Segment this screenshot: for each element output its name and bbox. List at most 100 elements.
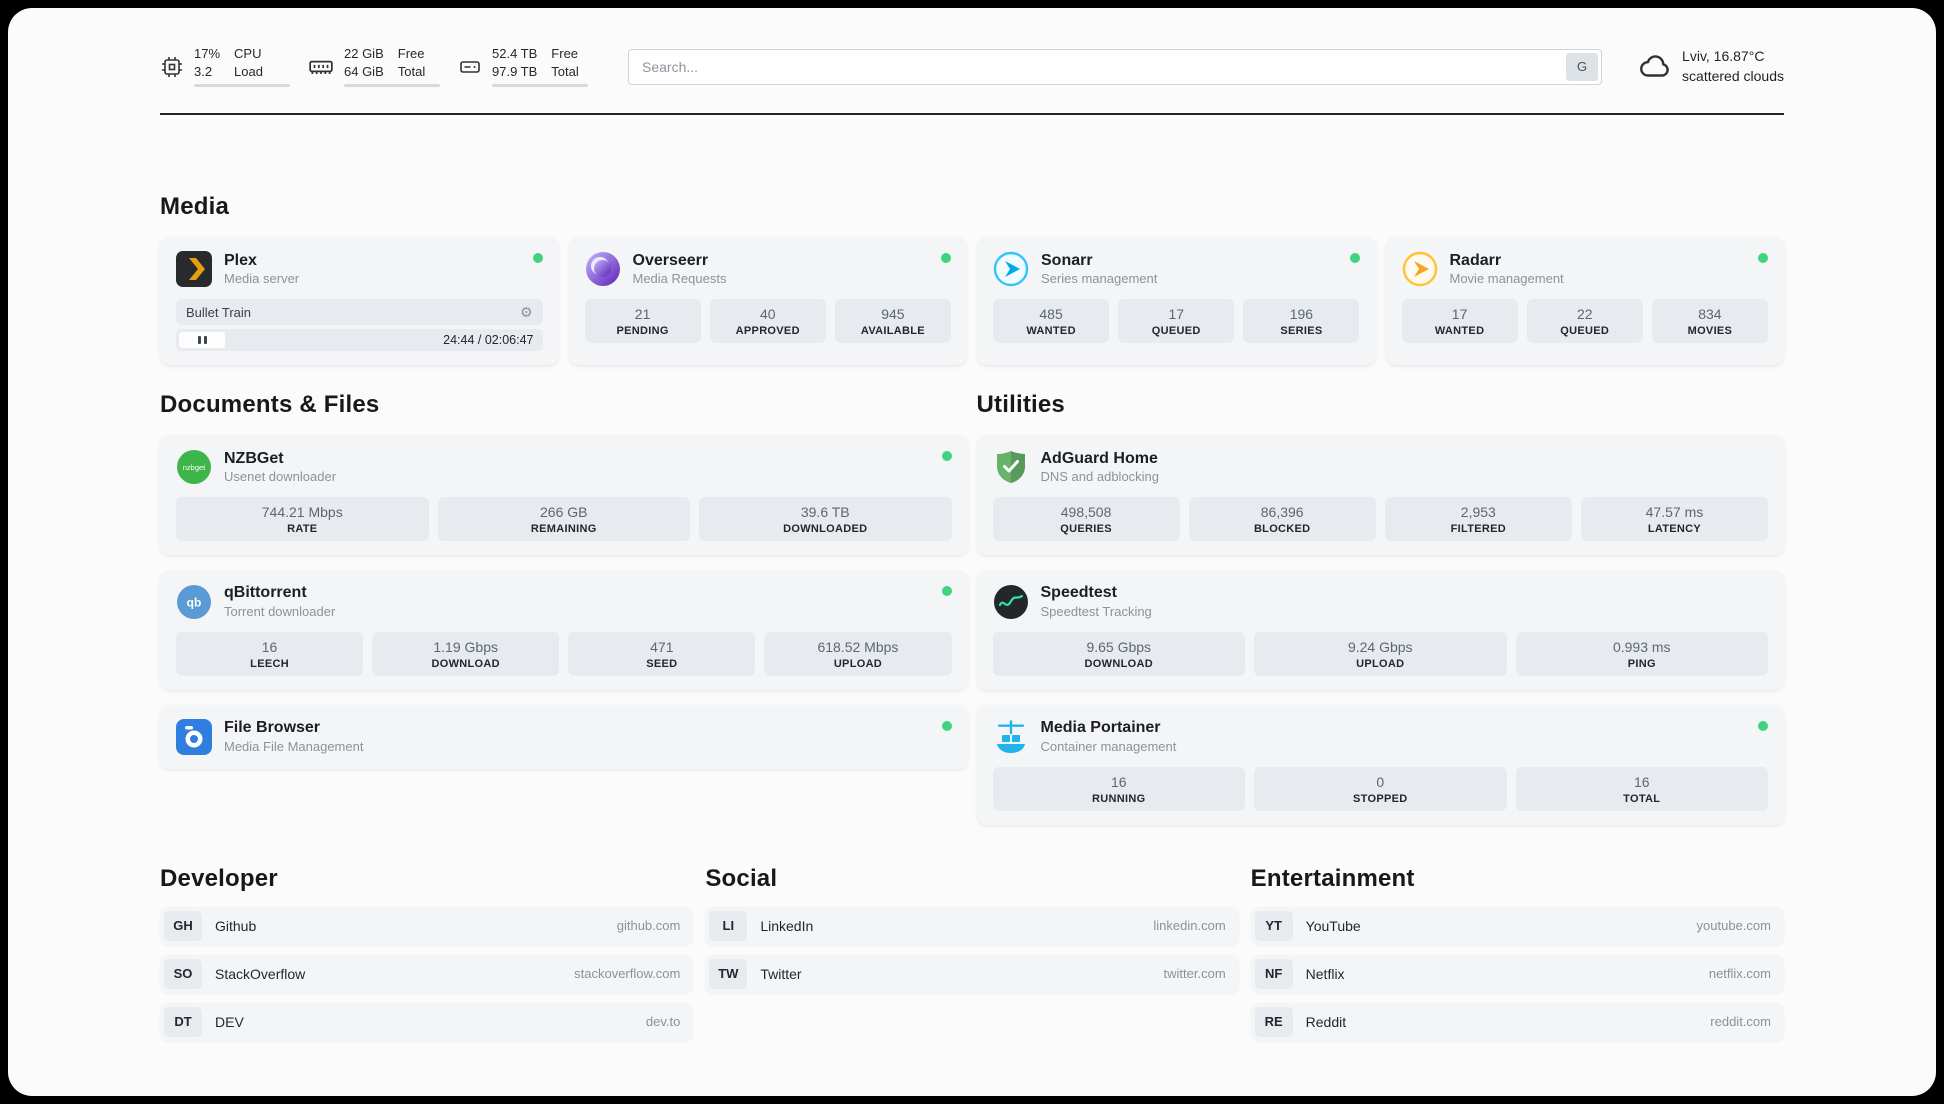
cloud-icon [1638,50,1672,84]
bookmark-url: netflix.com [1708,966,1771,982]
status-dot [1349,253,1360,264]
stat-label: TOTAL [1623,792,1661,805]
app-name: Sonarr [1041,251,1093,269]
disk-free: 52.4 TB [492,46,538,61]
search-bar: G [628,48,1603,85]
cpu-progress-track [194,84,290,88]
stat-value: 485 [1039,306,1063,323]
disk-progress-track [492,84,588,88]
app-name: Overseerr [632,251,709,269]
overseerr-card[interactable]: Overseerr Media Requests 21 PENDING 40 A… [568,237,967,366]
plex-card[interactable]: Plex Media server Bullet Train ⚙ 24:44 /… [160,237,559,366]
overseerr-icon [585,251,621,287]
portainer-card[interactable]: Media Portainer Container management 16 … [976,704,1784,825]
stat-rate: 744.21 Mbps RATE [176,497,429,541]
bookmark-name: DEV [215,1013,244,1030]
stat-upload: 9.24 Gbps UPLOAD [1254,631,1507,676]
search-engine-button[interactable]: G [1566,52,1599,81]
memory-total-label: Total [397,63,426,79]
playback-time: 24:44 / 02:06:47 [443,333,534,348]
speedtest-card[interactable]: Speedtest Speedtest Tracking 9.65 Gbps D… [976,569,1784,690]
bookmark-linkedin[interactable]: LI LinkedIn linkedin.com [705,906,1239,945]
stat-pending: 21 PENDING [584,299,701,343]
adguard-icon [993,449,1029,485]
adguard-card[interactable]: AdGuard Home DNS and adblocking 498,508 … [976,435,1784,555]
pause-button[interactable] [179,332,225,349]
app-name: File Browser [224,719,321,737]
stat-label: QUERIES [1060,522,1112,535]
bookmark-github[interactable]: GH Github github.com [160,906,694,945]
stat-label: DOWNLOAD [431,657,500,670]
stat-value: 86,396 [1260,504,1304,521]
bookmark-name: Netflix [1305,965,1345,982]
stat-label: SEED [646,657,678,670]
stat-value: 47.57 ms [1645,504,1704,521]
section-title-entertainment: Entertainment [1250,864,1415,892]
stat-label: BLOCKED [1253,522,1311,535]
status-dot [1758,253,1768,264]
bookmark-url: reddit.com [1710,1014,1771,1030]
app-name: Speedtest [1040,584,1117,602]
nzbget-card[interactable]: nzbget NZBGet Usenet downloader 744.21 M… [160,435,968,555]
memory-free: 22 GiB [344,46,384,61]
section-developer: Developer GH Github github.com SO StackO… [160,865,694,1041]
bookmark-youtube[interactable]: YT YouTube youtube.com [1250,906,1784,945]
gear-icon[interactable]: ⚙ [519,304,533,321]
app-desc: Series management [1041,270,1158,286]
sonarr-icon [993,251,1029,287]
dashboard-page: 17% 3.2 CPU Load [8,8,1936,1096]
stat-label: RUNNING [1092,792,1146,805]
bookmark-netflix[interactable]: NF Netflix netflix.com [1250,954,1784,993]
section-utilities: Utilities AdGuard Home DNS and adblockin… [976,391,1784,825]
stat-label: FILTERED [1450,522,1506,535]
stat-ping: 0.993 ms PING [1515,631,1768,676]
stat-queued: 22 QUEUED [1526,299,1643,343]
stat-label: PING [1627,657,1656,670]
cpu-label: CPU [234,46,262,61]
stat-seed: 471 SEED [568,631,756,676]
bookmark-url: github.com [616,918,681,934]
stat-label: UPLOAD [833,657,883,670]
stat-value: 16 [1110,773,1127,790]
filebrowser-card[interactable]: File Browser Media File Management [160,704,968,769]
bookmark-twitter[interactable]: TW Twitter twitter.com [705,954,1239,993]
bookmark-dev[interactable]: DT DEV dev.to [160,1002,694,1041]
stat-value: 9.24 Gbps [1347,638,1413,655]
section-title-media: Media [160,193,230,221]
app-desc: Torrent downloader [224,603,336,619]
stat-label: LEECH [250,657,289,670]
weather-widget: Lviv, 16.87°C scattered clouds [1638,48,1784,85]
radarr-card[interactable]: Radarr Movie management 17 WANTED 22 QUE… [1385,237,1784,366]
stat-label: APPROVED [735,324,800,337]
bookmark-url: stackoverflow.com [574,966,681,982]
disk-total-label: Total [551,63,579,79]
search-input[interactable] [628,48,1603,85]
stat-label: SERIES [1280,324,1323,337]
app-name: qBittorrent [224,584,307,602]
stat-value: 498,508 [1060,504,1112,521]
stat-value: 16 [1633,773,1650,790]
bookmark-stackoverflow[interactable]: SO StackOverflow stackoverflow.com [160,954,694,993]
bookmark-abbr: GH [164,910,202,941]
bookmark-url: linkedin.com [1153,918,1226,934]
stat-upload: 618.52 Mbps UPLOAD [764,631,952,676]
memory-progress-track [344,84,440,88]
sonarr-card[interactable]: Sonarr Series management 485 WANTED 17 Q… [977,237,1376,366]
app-desc: Media File Management [224,738,364,754]
bookmark-url: youtube.com [1696,918,1771,934]
stat-label: PENDING [616,324,669,337]
stat-remaining: 266 GB REMAINING [437,497,690,541]
stat-latency: 47.57 ms LATENCY [1580,497,1768,541]
stat-value: 0 [1376,773,1385,790]
stat-value: 2,953 [1460,504,1496,521]
qbittorrent-card[interactable]: qb qBittorrent Torrent downloader 16 LEE… [160,569,968,690]
plex-now-playing: Bullet Train ⚙ 24:44 / 02:06:47 [176,299,543,352]
stat-label: REMAINING [530,522,597,535]
bookmark-reddit[interactable]: RE Reddit reddit.com [1250,1002,1784,1041]
svg-text:nzbget: nzbget [183,463,206,472]
status-dot [941,585,952,596]
stat-running: 16 RUNNING [992,766,1245,811]
stat-label: AVAILABLE [860,324,925,337]
cpu-percent: 17% [194,46,221,61]
